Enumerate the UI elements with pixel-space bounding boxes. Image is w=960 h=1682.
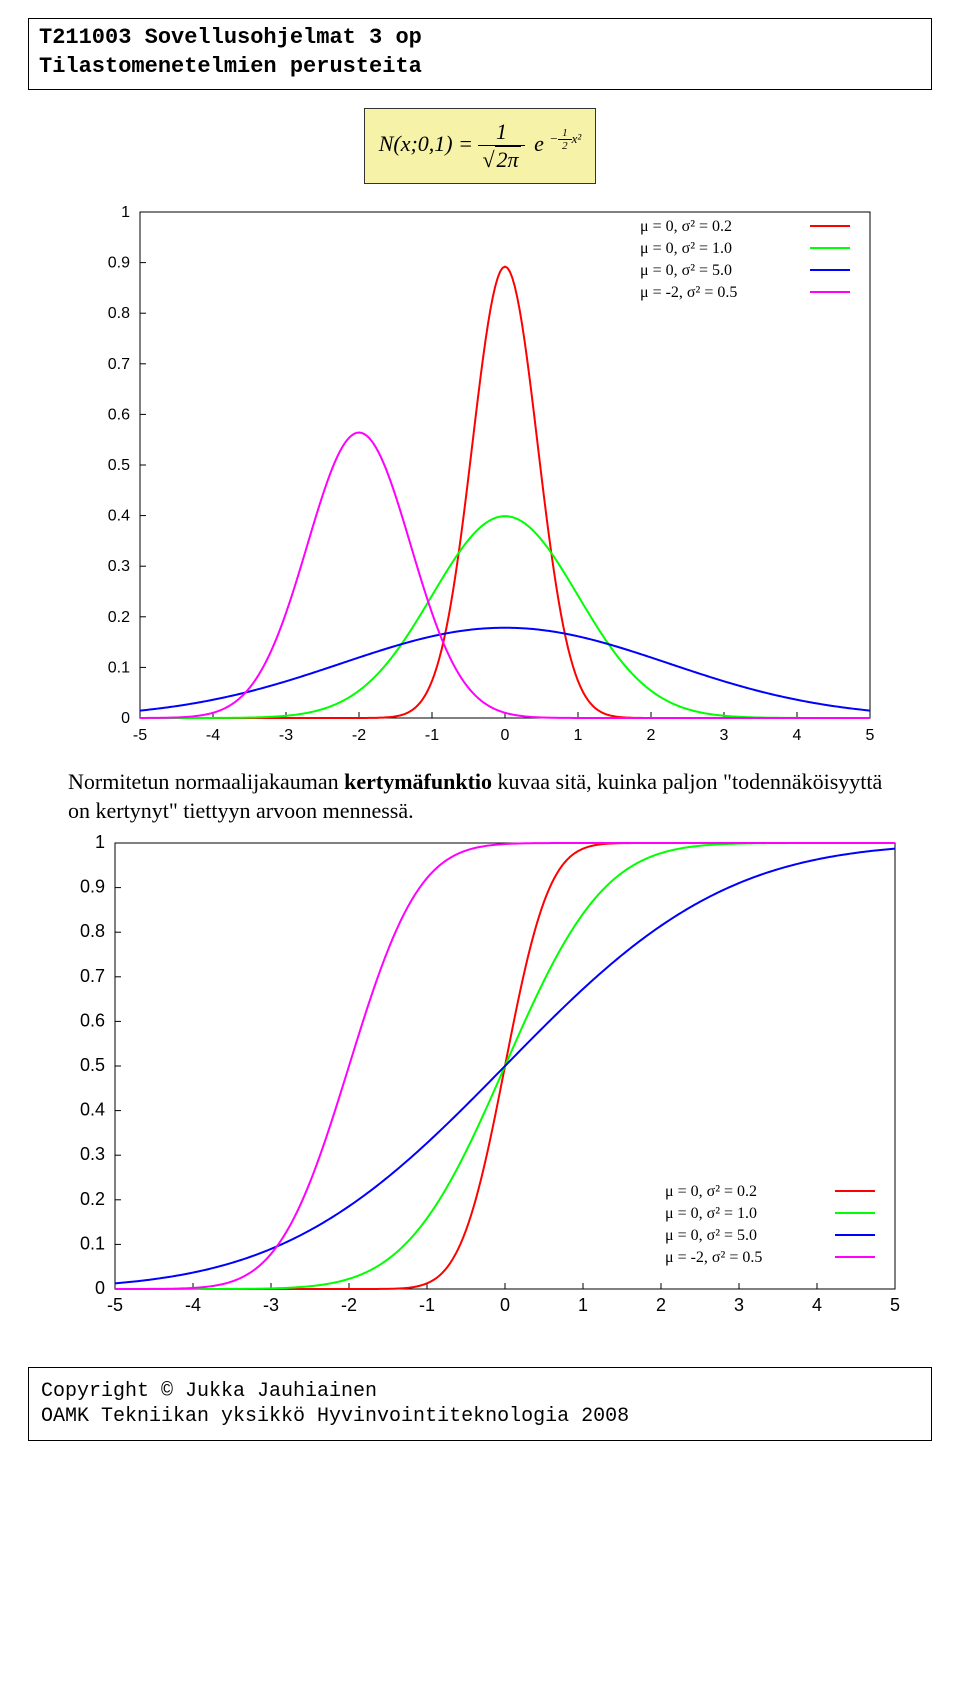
pdf-chart: 0 0.1 0.2 0.3 0.4 0.5 0.6 0.7 0.8 0.9 1 -5 -4 -3 -2 -1 0… (70, 198, 890, 758)
svg-text:-2: -2 (352, 727, 366, 744)
body-text-1: Normitetun normaalijakauman (68, 769, 344, 794)
header-box: T211003 Sovellusohjelmat 3 op Tilastomen… (28, 18, 932, 90)
svg-text:5: 5 (890, 1295, 900, 1315)
svg-text:0: 0 (500, 1295, 510, 1315)
svg-text:-3: -3 (279, 727, 293, 744)
svg-text:0.3: 0.3 (80, 1144, 105, 1164)
svg-text:0.2: 0.2 (80, 1189, 105, 1209)
svg-text:μ = -2, σ² = 0.5: μ = -2, σ² = 0.5 (640, 284, 737, 301)
footer-box: Copyright © Jukka Jauhiainen OAMK Teknii… (28, 1367, 932, 1441)
svg-text:0.7: 0.7 (108, 356, 130, 373)
formula-frac-den: √2π (478, 146, 524, 173)
formula-e: e (534, 131, 544, 156)
svg-text:0.7: 0.7 (80, 966, 105, 986)
svg-text:4: 4 (812, 1295, 822, 1315)
svg-text:1: 1 (578, 1295, 588, 1315)
svg-text:μ = 0, σ² = 1.0: μ = 0, σ² = 1.0 (665, 1205, 757, 1222)
svg-text:0.2: 0.2 (108, 609, 130, 626)
svg-text:μ = 0, σ² = 5.0: μ = 0, σ² = 5.0 (640, 262, 732, 279)
svg-text:0.8: 0.8 (80, 921, 105, 941)
svg-text:3: 3 (734, 1295, 744, 1315)
svg-text:0: 0 (95, 1278, 105, 1298)
svg-text:0: 0 (121, 710, 130, 727)
formula-container: N(x;0,1) = 1 √2π e − 1 2 x² (28, 108, 932, 184)
body-paragraph: Normitetun normaalijakauman kertymäfunkt… (68, 768, 892, 825)
svg-text:0.3: 0.3 (108, 558, 130, 575)
svg-text:0: 0 (501, 727, 510, 744)
svg-text:μ = 0, σ² = 0.2: μ = 0, σ² = 0.2 (640, 218, 732, 235)
svg-text:0.9: 0.9 (80, 877, 105, 897)
svg-text:-4: -4 (206, 727, 220, 744)
svg-text:0.5: 0.5 (80, 1055, 105, 1075)
svg-text:1: 1 (95, 832, 105, 852)
formula-frac-num: 1 (478, 119, 524, 146)
cdf-chart: 0 0.1 0.2 0.3 0.4 0.5 0.6 0.7 0.8 0.9 1 -5 -4 -3 -2 -1 0… (45, 829, 915, 1329)
svg-text:3: 3 (720, 727, 729, 744)
svg-text:0.4: 0.4 (80, 1100, 105, 1120)
formula-box: N(x;0,1) = 1 √2π e − 1 2 x² (364, 108, 597, 184)
svg-text:-1: -1 (419, 1295, 435, 1315)
svg-text:-4: -4 (185, 1295, 201, 1315)
svg-text:-2: -2 (341, 1295, 357, 1315)
svg-text:-1: -1 (425, 727, 439, 744)
svg-text:2: 2 (647, 727, 656, 744)
course-code-title: T211003 Sovellusohjelmat 3 op (39, 25, 921, 50)
svg-text:5: 5 (866, 727, 875, 744)
svg-text:1: 1 (574, 727, 583, 744)
svg-text:1: 1 (121, 204, 130, 221)
formula-fraction: 1 √2π (478, 119, 524, 173)
footer-copyright: Copyright © Jukka Jauhiainen (41, 1380, 919, 1403)
course-subtitle: Tilastomenetelmien perusteita (39, 54, 921, 79)
svg-text:-3: -3 (263, 1295, 279, 1315)
formula-exponent: − 1 2 x² (549, 131, 581, 146)
svg-text:0.4: 0.4 (108, 508, 130, 525)
svg-text:0.1: 0.1 (80, 1234, 105, 1254)
svg-text:μ = -2, σ² = 0.5: μ = -2, σ² = 0.5 (665, 1249, 762, 1266)
svg-text:0.9: 0.9 (108, 255, 130, 272)
page: T211003 Sovellusohjelmat 3 op Tilastomen… (0, 0, 960, 1459)
svg-text:2: 2 (656, 1295, 666, 1315)
svg-text:-5: -5 (133, 727, 147, 744)
svg-text:0.1: 0.1 (108, 659, 130, 676)
svg-text:μ = 0, σ² = 5.0: μ = 0, σ² = 5.0 (665, 1227, 757, 1244)
body-text-bold: kertymäfunktio (344, 769, 492, 794)
svg-text:0.5: 0.5 (108, 457, 130, 474)
svg-text:4: 4 (793, 727, 802, 744)
svg-text:μ = 0, σ² = 0.2: μ = 0, σ² = 0.2 (665, 1183, 757, 1200)
svg-text:0.6: 0.6 (108, 406, 130, 423)
svg-text:0.6: 0.6 (80, 1011, 105, 1031)
svg-text:-5: -5 (107, 1295, 123, 1315)
svg-text:0.8: 0.8 (108, 305, 130, 322)
footer-org: OAMK Tekniikan yksikkö Hyvinvointiteknol… (41, 1405, 919, 1428)
svg-text:μ = 0, σ² = 1.0: μ = 0, σ² = 1.0 (640, 240, 732, 257)
formula-lhs: N(x;0,1) = (379, 131, 473, 156)
